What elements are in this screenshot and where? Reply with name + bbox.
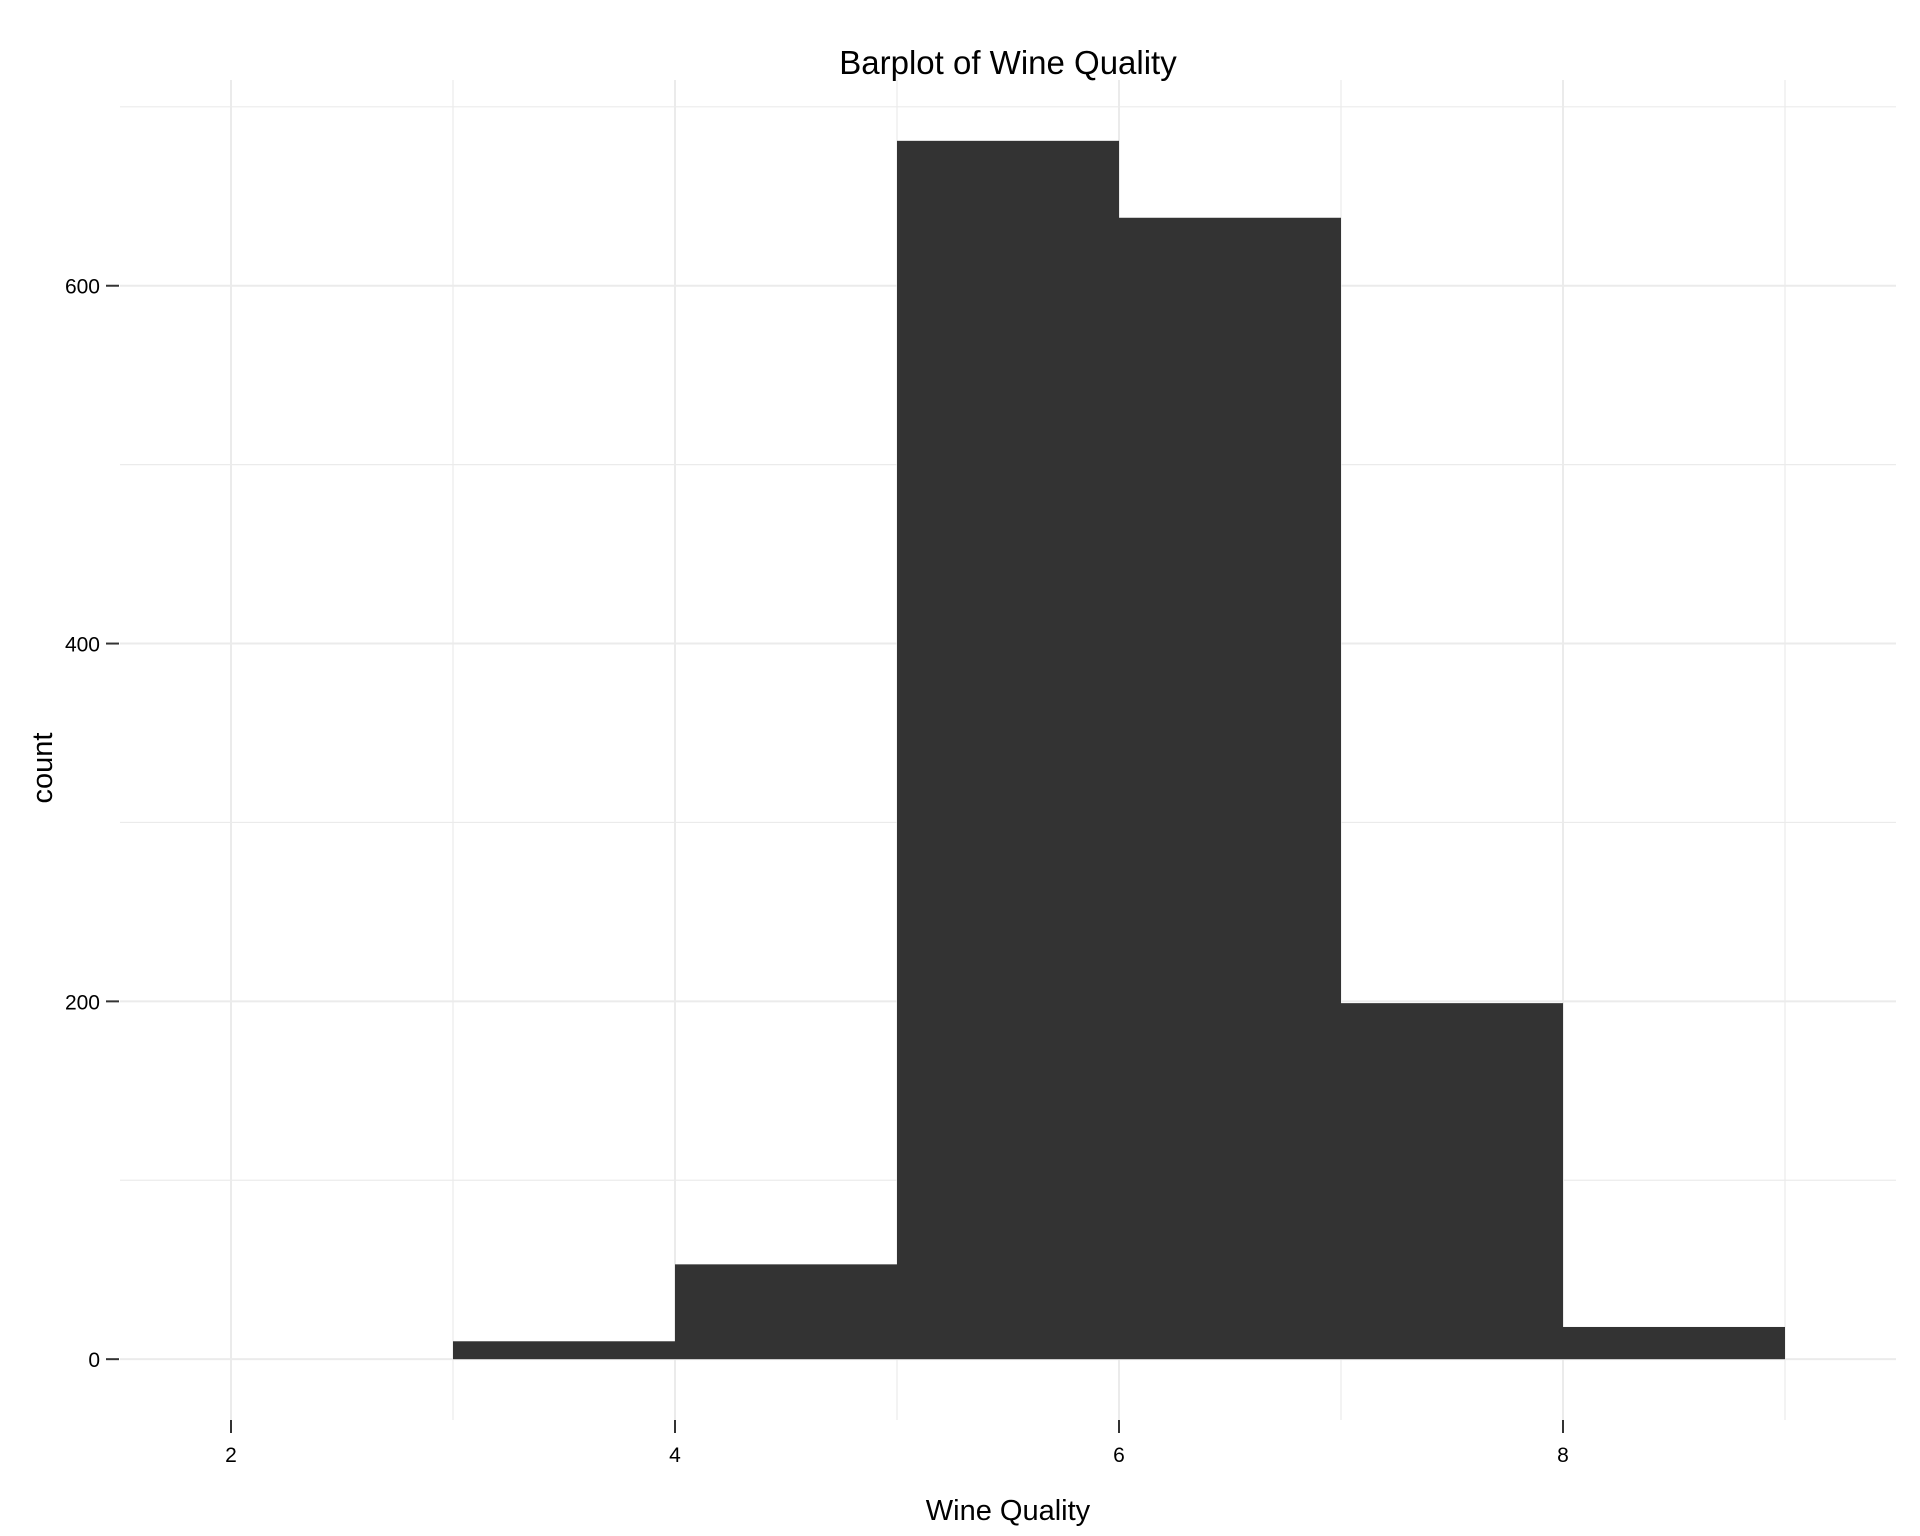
y-tick-label: 200 bbox=[65, 991, 100, 1014]
chart-title: Barplot of Wine Quality bbox=[839, 44, 1177, 81]
axis-layer: 0 200 400 600 2 4 6 8 bbox=[65, 276, 1569, 1467]
y-tick-label: 400 bbox=[65, 634, 100, 657]
histogram-bar bbox=[1119, 217, 1341, 1360]
bar-layer bbox=[453, 140, 1785, 1360]
histogram-bar bbox=[675, 1264, 897, 1360]
x-tick-label: 4 bbox=[669, 1444, 681, 1467]
y-tick-label: 600 bbox=[65, 276, 100, 299]
histogram-bar bbox=[897, 140, 1119, 1360]
histogram-bar bbox=[453, 1341, 675, 1360]
x-axis-title: Wine Quality bbox=[926, 1495, 1091, 1527]
x-tick-label: 8 bbox=[1557, 1444, 1569, 1467]
x-tick-label: 6 bbox=[1113, 1444, 1125, 1467]
x-tick-label: 2 bbox=[225, 1444, 237, 1467]
histogram-bar bbox=[1341, 1003, 1563, 1360]
histogram-bar bbox=[1563, 1326, 1785, 1360]
y-axis-title: count bbox=[27, 733, 59, 804]
y-tick-label: 0 bbox=[88, 1349, 100, 1372]
